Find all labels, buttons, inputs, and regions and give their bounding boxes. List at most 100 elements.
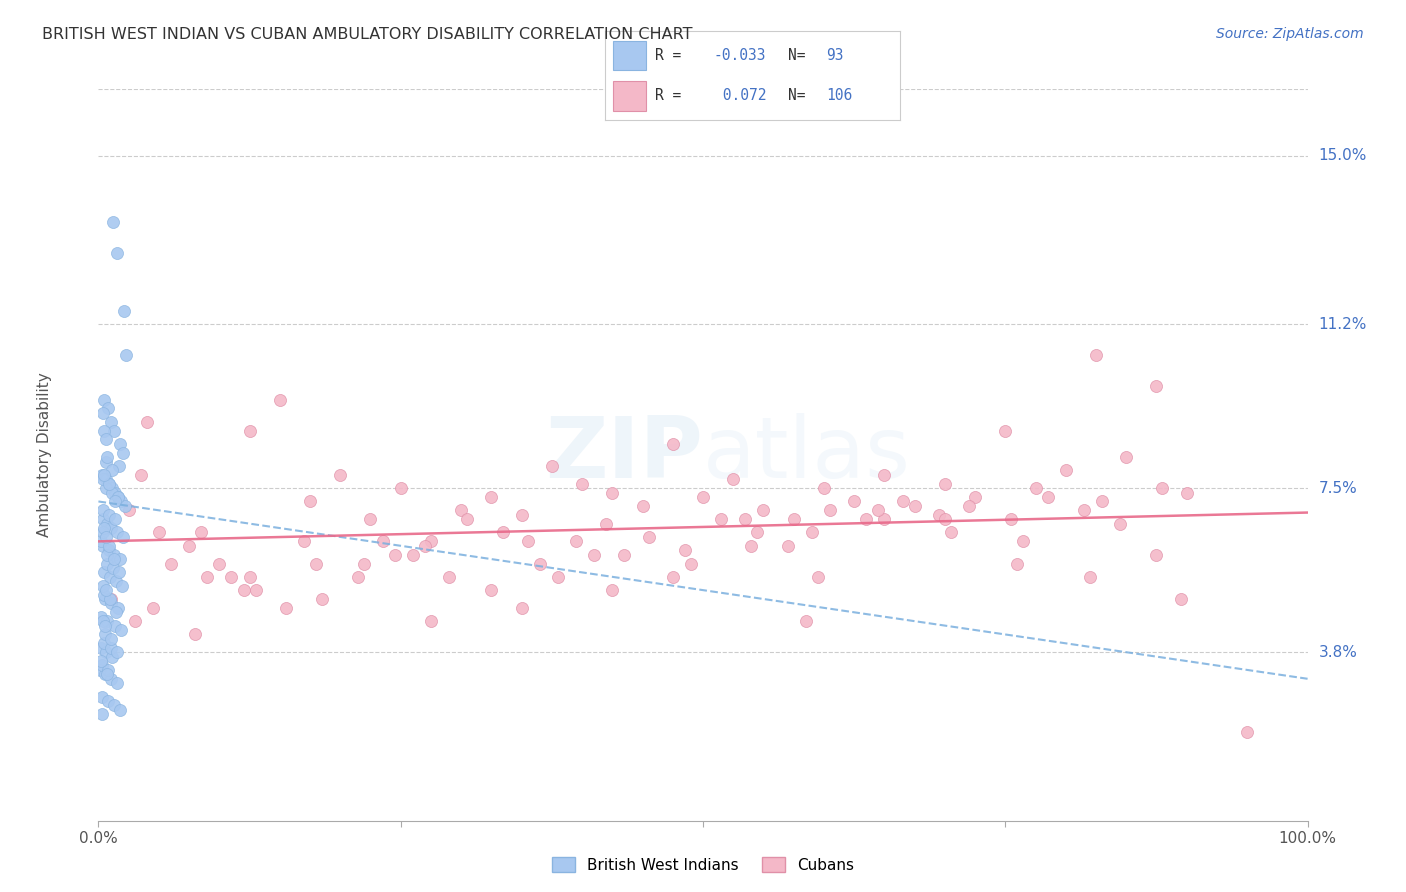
Point (413, 539, 436, 553)
Text: 15.0%: 15.0% (1319, 148, 1367, 163)
Point (384, 548, 406, 562)
Point (101, 649, 124, 664)
Point (1012, 534, 1035, 549)
Point (679, 557, 702, 571)
Point (662, 437, 685, 451)
Point (93, 588, 115, 602)
Point (90, 654, 112, 668)
Point (813, 481, 835, 495)
Point (1007, 557, 1029, 571)
Point (89, 663, 111, 677)
Point (800, 525, 823, 540)
Text: atlas: atlas (703, 413, 911, 497)
Point (94, 592, 117, 607)
Point (1175, 485, 1198, 500)
Point (96, 530, 118, 544)
Text: 106: 106 (827, 88, 852, 103)
Point (179, 539, 201, 553)
Point (107, 600, 129, 615)
Point (208, 557, 231, 571)
Text: BRITISH WEST INDIAN VS CUBAN AMBULATORY DISABILITY CORRELATION CHART: BRITISH WEST INDIAN VS CUBAN AMBULATORY … (42, 27, 693, 42)
Text: ZIP: ZIP (546, 413, 703, 497)
Point (371, 534, 394, 549)
Point (1146, 548, 1168, 562)
Point (103, 548, 125, 562)
Point (91, 525, 114, 540)
Point (184, 627, 207, 641)
Point (148, 525, 170, 540)
Text: Source: ZipAtlas.com: Source: ZipAtlas.com (1216, 27, 1364, 41)
Point (934, 512, 956, 526)
Point (100, 521, 122, 535)
Point (1078, 570, 1101, 584)
Text: 3.8%: 3.8% (1319, 645, 1358, 660)
Point (662, 570, 685, 584)
Point (94, 627, 117, 641)
Text: R =: R = (655, 48, 690, 63)
Point (110, 494, 132, 508)
Point (565, 534, 588, 549)
Point (1036, 490, 1059, 504)
Point (98, 592, 121, 607)
Text: 0.072: 0.072 (714, 88, 766, 103)
Point (96, 548, 118, 562)
Point (692, 490, 714, 504)
Point (855, 512, 877, 526)
Point (108, 437, 131, 451)
Point (516, 534, 538, 549)
Point (957, 499, 980, 513)
Point (420, 534, 443, 549)
Point (437, 570, 460, 584)
Point (353, 557, 375, 571)
Point (1073, 503, 1095, 517)
Point (547, 570, 569, 584)
Point (96, 645, 118, 659)
Point (595, 516, 617, 531)
Point (142, 600, 165, 615)
Point (100, 485, 122, 500)
Point (710, 512, 733, 526)
Point (195, 570, 218, 584)
Point (91, 406, 114, 420)
Point (904, 499, 927, 513)
Point (93, 521, 115, 535)
Point (93, 392, 115, 407)
Point (111, 446, 134, 460)
Point (1170, 592, 1192, 607)
Point (93, 636, 115, 650)
Text: 7.5%: 7.5% (1319, 481, 1357, 496)
Point (389, 481, 412, 495)
Point (91, 614, 114, 628)
Point (98, 539, 121, 553)
Point (105, 676, 128, 690)
Point (91, 707, 114, 722)
Point (239, 424, 262, 438)
Legend: British West Indians, Cubans: British West Indians, Cubans (546, 851, 860, 879)
Point (96, 557, 118, 571)
Point (540, 458, 562, 473)
Point (105, 525, 128, 540)
Point (97, 476, 120, 491)
Point (115, 348, 138, 362)
Point (1109, 516, 1132, 531)
Point (91, 503, 114, 517)
Point (94, 472, 117, 486)
Point (94, 618, 117, 632)
Point (100, 672, 122, 686)
Point (873, 467, 896, 482)
Point (583, 548, 606, 562)
Point (96, 450, 118, 464)
Text: 11.2%: 11.2% (1319, 317, 1367, 332)
Point (91, 539, 114, 553)
Point (108, 552, 131, 566)
Point (299, 494, 322, 508)
Point (104, 485, 127, 500)
Text: N=: N= (787, 48, 814, 63)
Point (868, 503, 890, 517)
Text: N=: N= (787, 88, 814, 103)
Text: 93: 93 (827, 48, 844, 63)
Point (94, 481, 117, 495)
Point (994, 424, 1017, 438)
Point (450, 503, 472, 517)
Point (112, 530, 135, 544)
